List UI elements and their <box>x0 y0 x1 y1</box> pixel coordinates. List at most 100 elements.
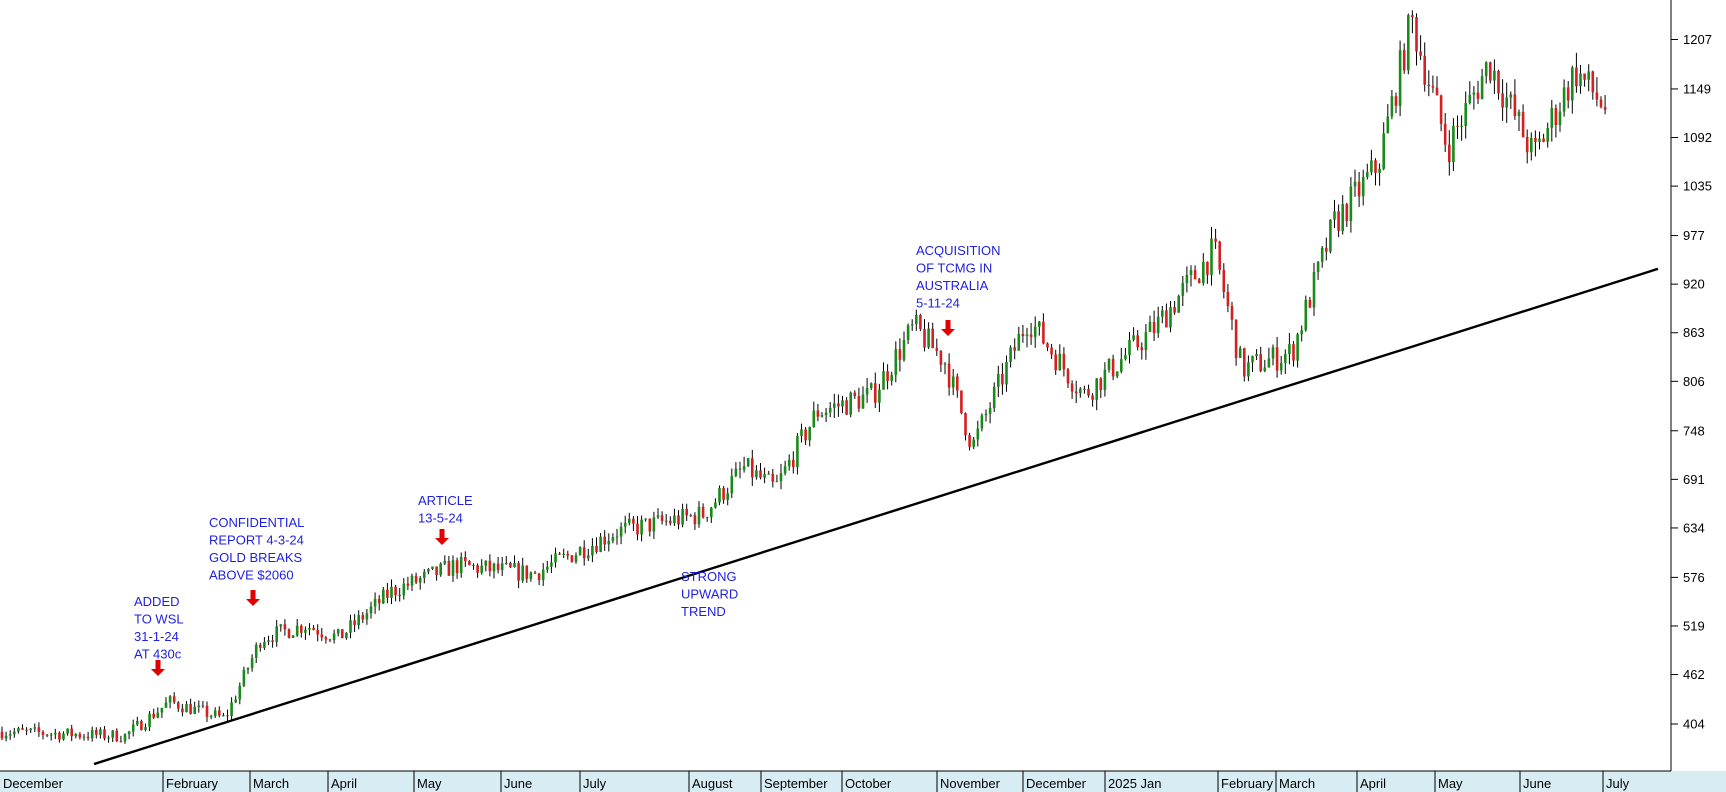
candle-body <box>1156 316 1160 334</box>
candle-body <box>1341 204 1344 231</box>
candle-body <box>1501 93 1504 108</box>
candle-body <box>1165 310 1168 328</box>
candle-body <box>209 716 213 718</box>
candle-body <box>1591 71 1595 93</box>
y-tick-label: 1092 <box>1683 130 1712 145</box>
annotation-line: TREND <box>681 604 726 619</box>
x-tick-label: February <box>166 776 219 791</box>
candle-body <box>546 566 549 570</box>
candle-body <box>304 629 307 633</box>
candle-body <box>13 731 16 735</box>
candle-body <box>1472 92 1476 95</box>
candle-body <box>1456 125 1459 127</box>
candle-body <box>599 536 602 552</box>
annotation-text: CONFIDENTIAL REPORT 4-3-24 GOLD BREAKS ABOV… <box>209 515 304 583</box>
candle-body <box>492 563 496 572</box>
candle-body <box>1333 211 1336 220</box>
candle-body <box>250 657 254 669</box>
annotation-line: STRONG <box>681 569 737 584</box>
candle-body <box>894 349 898 375</box>
candle-body <box>349 620 352 633</box>
candle-body <box>1538 138 1541 142</box>
candle-body <box>418 577 422 583</box>
candle-body <box>328 639 332 641</box>
candle-body <box>1517 111 1521 117</box>
candle-body <box>25 729 28 731</box>
candle-body <box>849 392 852 415</box>
candle-body <box>775 481 779 483</box>
annotation-text: ARTICLE 13-5-24 <box>418 493 473 526</box>
candle-body <box>353 620 356 626</box>
candle-body <box>21 728 24 730</box>
candle-body <box>1525 137 1529 153</box>
annotation-line: 5-11-24 <box>916 296 960 311</box>
x-tick-label: September <box>764 776 828 791</box>
candle-body <box>1484 62 1488 77</box>
candle-body <box>189 703 192 714</box>
y-tick-label: 519 <box>1683 618 1705 633</box>
candle-body <box>423 571 426 578</box>
candle-body <box>968 435 971 447</box>
candle-body <box>1099 378 1103 391</box>
candle-body <box>1546 127 1549 142</box>
candle-body <box>726 493 729 500</box>
candle-body <box>845 400 848 415</box>
candle-body <box>1005 361 1008 385</box>
candle-body <box>710 507 713 518</box>
candle-body <box>1435 87 1439 96</box>
candle-body <box>660 515 664 522</box>
trendline <box>93 267 1659 766</box>
candle-body <box>919 314 922 330</box>
candle-body <box>144 727 147 731</box>
candle-body <box>513 563 516 568</box>
candle-body <box>86 736 90 739</box>
candle-body <box>1226 291 1230 306</box>
candle-body <box>1443 123 1447 145</box>
candle-body <box>1033 326 1037 337</box>
candle-body <box>459 557 463 574</box>
x-tick-label: November <box>940 776 1001 791</box>
y-tick-label: 1035 <box>1683 179 1712 194</box>
y-tick-label: 634 <box>1683 520 1705 535</box>
candle-body <box>611 537 615 541</box>
candle-body <box>1534 137 1537 142</box>
annotation-line: REPORT 4-3-24 <box>209 533 304 548</box>
annotation-line: ARTICLE <box>418 493 473 508</box>
candle-body <box>742 466 746 470</box>
x-tick-label: March <box>253 776 289 791</box>
candle-body <box>177 702 180 709</box>
candle-body <box>751 458 754 478</box>
y-tick-label: 462 <box>1683 667 1705 682</box>
candle-body <box>291 635 295 638</box>
candle-body <box>1140 347 1144 351</box>
candles-layer <box>0 10 1607 744</box>
annotation-line: ACQUISITION <box>916 243 1001 258</box>
x-tick-label: February <box>1221 776 1274 791</box>
y-tick-label: 576 <box>1683 570 1705 585</box>
candle-body <box>263 642 266 648</box>
candle-body <box>628 518 631 523</box>
candle-body <box>960 390 963 413</box>
candle-body <box>410 575 414 586</box>
candle-body <box>1103 369 1107 391</box>
candle-body <box>29 728 32 731</box>
candle-body <box>783 466 787 474</box>
candle-body <box>656 515 660 518</box>
x-tick-label: 2025 Jan <box>1108 776 1162 791</box>
candle-body <box>1329 219 1332 252</box>
candle-body <box>267 640 270 643</box>
trendline-layer <box>93 267 1659 766</box>
y-tick-label: 977 <box>1683 228 1705 243</box>
candle-body <box>140 721 143 731</box>
candle-body <box>984 413 988 416</box>
candle-body <box>1255 354 1258 357</box>
candle-body <box>369 606 373 614</box>
candle-body <box>767 473 770 475</box>
candle-body <box>1476 92 1480 99</box>
candle-body <box>865 387 869 395</box>
candle-body <box>41 731 45 735</box>
candle-body <box>1439 95 1443 124</box>
y-tick-label: 920 <box>1683 277 1705 292</box>
candle-body <box>1431 86 1435 88</box>
candle-body <box>287 629 291 638</box>
